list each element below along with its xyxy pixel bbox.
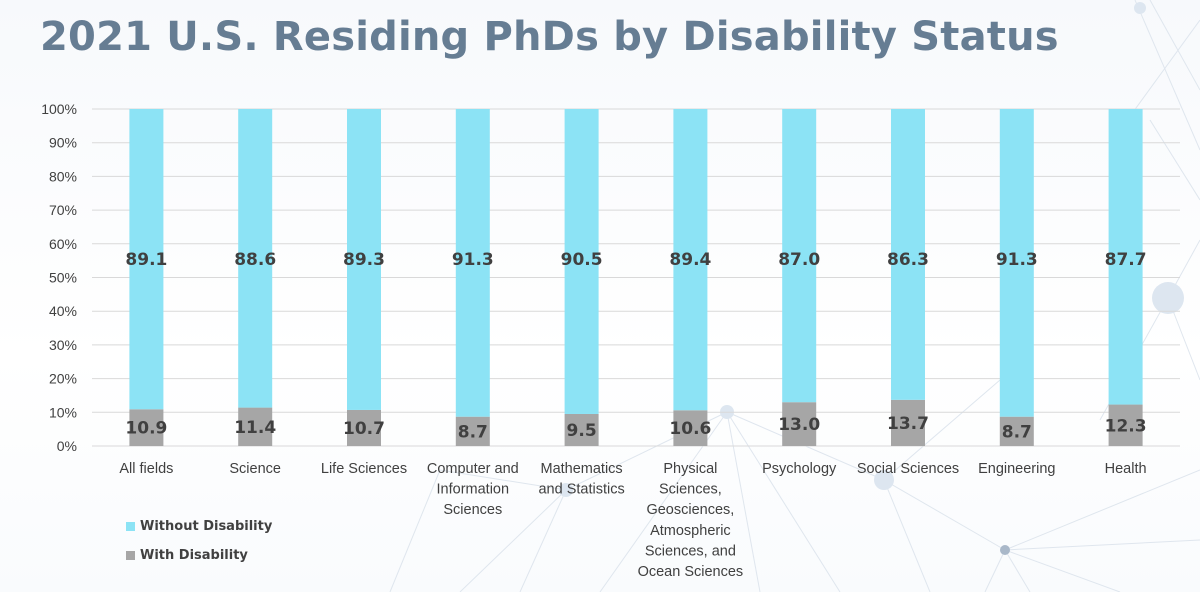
bar-without-disability <box>999 109 1034 417</box>
x-category-label-line: Information <box>437 482 510 498</box>
x-category-label-line: Science <box>229 461 281 477</box>
bar-without-disability <box>673 109 708 411</box>
data-label-with-disability: 12.3 <box>1105 416 1147 436</box>
x-axis: All fields Science Life Sciences Computer a… <box>119 461 1146 580</box>
x-category-label-line: Engineering <box>978 461 1055 477</box>
x-category-label-line: Ocean Sciences <box>638 564 744 580</box>
data-label-without-disability: 89.3 <box>343 250 385 270</box>
bar-with-disability <box>999 416 1034 446</box>
x-category-label-line: Computer and <box>427 461 519 477</box>
y-tick-label: 70% <box>49 202 77 218</box>
data-label-with-disability: 11.4 <box>234 418 276 438</box>
x-category-label-line: Physical <box>663 461 717 477</box>
y-tick-label: 80% <box>49 168 77 184</box>
x-category-label: Psychology <box>762 461 837 477</box>
legend-item-with-disability: With Disability <box>126 545 272 565</box>
bar-without-disability <box>891 109 925 400</box>
x-category-label-line: Sciences, <box>659 482 722 498</box>
data-label-without-disability: 87.7 <box>1105 250 1147 270</box>
bar-with-disability <box>347 409 381 446</box>
y-tick-label: 100% <box>41 101 77 117</box>
x-category-label-line: Social Sciences <box>857 461 959 477</box>
legend: Without Disability With Disability <box>126 516 272 574</box>
bars <box>129 109 1143 446</box>
data-label-with-disability: 13.7 <box>887 414 929 434</box>
x-category-label-line: Geosciences, <box>646 502 734 518</box>
x-category-label: Computer and Information Sciences <box>427 461 519 518</box>
data-label-without-disability: 91.3 <box>996 250 1038 270</box>
data-labels: 10.9 89.1 11.4 88.6 10.7 89.3 8.7 91.3 9.5 90.5 10… <box>125 250 1146 442</box>
data-label-with-disability: 8.7 <box>1002 422 1032 442</box>
data-label-with-disability: 10.6 <box>669 419 711 439</box>
x-category-label: All fields <box>119 461 173 477</box>
x-category-label-line: Sciences <box>443 502 502 518</box>
x-category-label: Physical Sciences, Geosciences, Atmospheric… <box>638 461 744 580</box>
y-tick-label: 0% <box>57 438 77 454</box>
data-label-without-disability: 89.4 <box>669 250 711 270</box>
legend-item-without-disability: Without Disability <box>126 516 272 536</box>
bar-without-disability <box>347 109 381 410</box>
gridlines <box>92 108 1180 447</box>
bar-with-disability <box>564 413 599 446</box>
data-label-without-disability: 87.0 <box>778 250 820 270</box>
x-category-label-line: All fields <box>119 461 173 477</box>
bar-with-disability <box>891 399 925 446</box>
data-label-with-disability: 10.9 <box>125 419 167 439</box>
bar-with-disability <box>782 402 817 446</box>
x-category-label: Health <box>1105 461 1147 477</box>
data-label-without-disability: 88.6 <box>234 250 276 270</box>
legend-label-without-disability: Without Disability <box>140 518 273 534</box>
data-label-with-disability: 10.7 <box>343 419 385 439</box>
legend-label-with-disability: With Disability <box>140 547 248 563</box>
x-category-label-line: and Statistics <box>538 482 624 498</box>
legend-swatch-without-disability <box>126 521 135 531</box>
x-category-label-line: Atmospheric <box>650 523 731 539</box>
x-category-label-line: Mathematics <box>540 461 622 477</box>
bar-without-disability <box>455 109 490 417</box>
x-category-label-line: Health <box>1105 461 1147 477</box>
y-tick-label: 50% <box>49 270 77 286</box>
y-tick-label: 30% <box>49 337 77 353</box>
y-tick-label: 40% <box>49 303 77 319</box>
data-label-without-disability: 91.3 <box>452 250 494 270</box>
x-category-label: Engineering <box>978 461 1055 477</box>
x-category-label: Life Sciences <box>321 461 407 477</box>
bar-with-disability <box>673 410 708 446</box>
x-category-label-line: Psychology <box>762 461 837 477</box>
bar-with-disability <box>238 407 273 446</box>
chart-title: 2021 U.S. Residing PhDs by Disability St… <box>40 14 1059 60</box>
x-category-label-line: Sciences, and <box>645 543 736 559</box>
data-label-with-disability: 9.5 <box>567 421 597 441</box>
y-tick-label: 10% <box>49 404 77 420</box>
x-category-label: Mathematics and Statistics <box>538 461 624 498</box>
x-category-label: Social Sciences <box>857 461 959 477</box>
y-tick-label: 90% <box>49 135 77 151</box>
bar-with-disability <box>455 416 490 446</box>
bar-without-disability <box>782 109 817 403</box>
bar-without-disability <box>238 109 273 408</box>
bar-with-disability <box>1108 404 1143 446</box>
data-label-with-disability: 8.7 <box>458 422 488 442</box>
bar-without-disability <box>129 109 164 410</box>
legend-swatch-with-disability <box>126 550 135 560</box>
x-category-label: Science <box>229 461 281 477</box>
data-label-without-disability: 86.3 <box>887 250 929 270</box>
data-label-without-disability: 90.5 <box>561 250 603 270</box>
y-tick-label: 20% <box>49 371 77 387</box>
y-axis: 0% 10% 20% 30% 40% 50% 60% 70% 80% 90% 100% <box>41 101 77 454</box>
data-label-with-disability: 13.0 <box>778 415 820 435</box>
bar-without-disability <box>564 109 599 414</box>
x-category-label-line: Life Sciences <box>321 461 407 477</box>
bar-without-disability <box>1108 109 1143 405</box>
bar-with-disability <box>129 409 164 446</box>
data-label-without-disability: 89.1 <box>125 250 167 270</box>
y-tick-label: 60% <box>49 236 77 252</box>
